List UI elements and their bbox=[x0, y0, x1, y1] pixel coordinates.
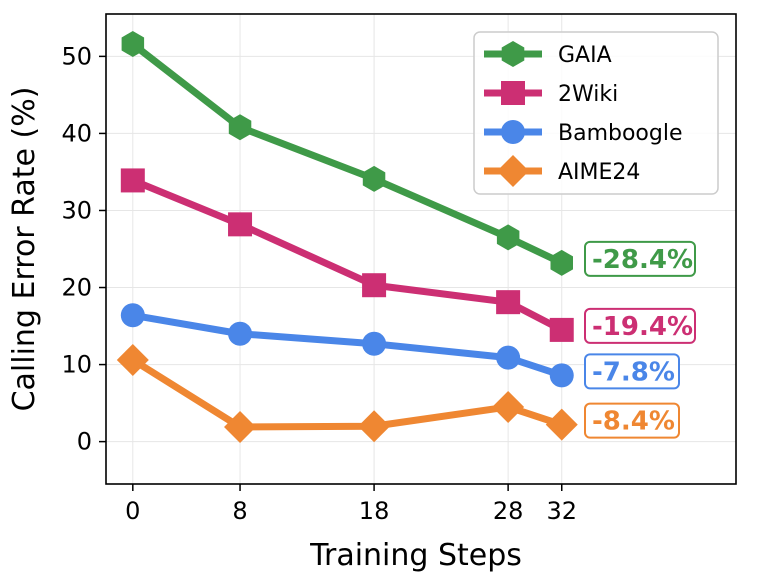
legend-entry-2wiki: 2Wiki bbox=[484, 81, 618, 107]
data-point-gaia bbox=[496, 224, 520, 251]
annotation-2wiki: -19.4% bbox=[584, 307, 696, 344]
x-axis-label: Training Steps bbox=[309, 538, 522, 573]
series-gaia bbox=[121, 31, 573, 276]
data-point-2wiki bbox=[549, 317, 574, 342]
annotation-box bbox=[584, 307, 696, 344]
legend-marker bbox=[501, 81, 525, 105]
y-axis-label: Calling Error Rate (%) bbox=[7, 87, 42, 412]
y-tick-label: 30 bbox=[61, 196, 92, 224]
x-tick-label: 32 bbox=[546, 497, 577, 525]
series-layer bbox=[116, 31, 578, 443]
legend-entry-bamboogle: Bamboogle bbox=[484, 120, 683, 146]
annotation-label: -28.4% bbox=[592, 245, 693, 275]
annotation-label: -19.4% bbox=[592, 312, 693, 342]
axes: 0 8 18 28 32 0 10 20 30 40 50 bbox=[61, 42, 577, 525]
series-line-aime24 bbox=[130, 356, 563, 431]
annotation-aime24: -8.4% bbox=[584, 402, 680, 439]
data-point-bamboogle bbox=[228, 321, 253, 346]
series-line-bamboogle bbox=[132, 311, 563, 379]
data-point-bamboogle bbox=[362, 331, 387, 356]
x-tick-label: 0 bbox=[125, 497, 140, 525]
y-tick-label: 0 bbox=[77, 428, 92, 456]
annotation-box bbox=[584, 240, 696, 277]
annotation-bamboogle: -7.8% bbox=[584, 353, 680, 390]
annotation-label: -7.8% bbox=[592, 357, 675, 387]
data-point-2wiki bbox=[228, 212, 253, 237]
data-point-aime24 bbox=[545, 408, 578, 441]
annotation-box bbox=[584, 402, 680, 439]
legend-label: 2Wiki bbox=[558, 82, 618, 107]
legend-entry-gaia: GAIA bbox=[484, 41, 612, 68]
data-point-2wiki bbox=[362, 273, 387, 298]
legend-marker bbox=[497, 155, 529, 187]
annotation-box bbox=[584, 353, 680, 390]
legend-frame bbox=[473, 31, 719, 195]
data-point-aime24 bbox=[492, 390, 525, 423]
data-point-2wiki bbox=[496, 290, 521, 315]
legend-label: AIME24 bbox=[558, 160, 640, 185]
y-tick-label: 40 bbox=[61, 119, 92, 147]
data-point-gaia bbox=[121, 31, 145, 57]
legend-label: Bamboogle bbox=[558, 121, 683, 146]
data-point-aime24 bbox=[224, 410, 257, 443]
data-point-bamboogle bbox=[496, 345, 521, 370]
series-bamboogle bbox=[120, 303, 574, 388]
annotation-gaia: -28.4% bbox=[584, 240, 696, 277]
y-tick-label: 10 bbox=[61, 351, 92, 379]
x-tick-label: 8 bbox=[232, 497, 247, 525]
annotation-label: -8.4% bbox=[592, 407, 675, 437]
plot-frame bbox=[105, 13, 737, 485]
legend-entry-aime24: AIME24 bbox=[484, 155, 640, 187]
data-point-aime24 bbox=[116, 343, 149, 376]
legend: GAIA 2Wiki Bamboogle AIME24 bbox=[473, 31, 719, 195]
data-point-2wiki bbox=[120, 168, 145, 193]
series-2wiki bbox=[120, 168, 574, 342]
data-point-gaia bbox=[228, 114, 252, 141]
legend-marker bbox=[501, 120, 525, 144]
legend-marker bbox=[501, 41, 525, 67]
annotations: -28.4% -19.4% -7.8% -8.4% bbox=[584, 240, 696, 439]
data-point-gaia bbox=[550, 249, 573, 276]
data-point-bamboogle bbox=[120, 303, 145, 328]
data-point-bamboogle bbox=[549, 363, 574, 388]
series-aime24 bbox=[116, 343, 578, 443]
legend-label: GAIA bbox=[558, 43, 612, 68]
x-tick-label: 28 bbox=[493, 497, 524, 525]
y-tick-label: 50 bbox=[61, 42, 92, 70]
y-tick-label: 20 bbox=[61, 274, 92, 302]
x-tick-label: 18 bbox=[359, 497, 390, 525]
data-point-aime24 bbox=[358, 410, 391, 443]
data-point-gaia bbox=[362, 165, 386, 192]
